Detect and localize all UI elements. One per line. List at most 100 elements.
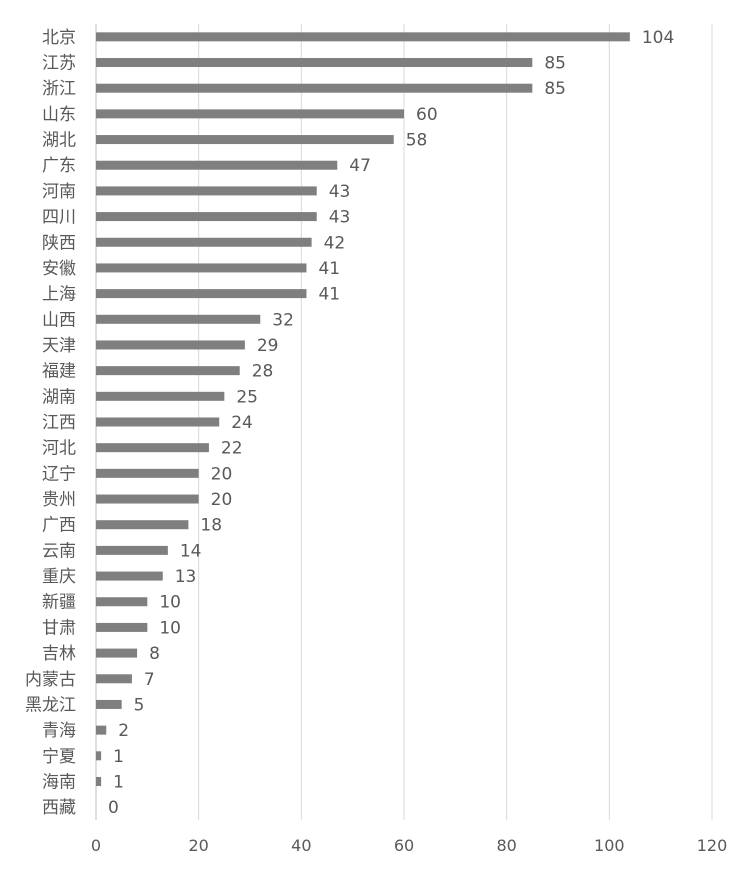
category-label: 黑龙江	[25, 695, 76, 715]
category-label: 山西	[42, 310, 76, 330]
category-label: 辽宁	[42, 464, 76, 484]
data-label: 22	[221, 439, 243, 459]
data-label: 18	[200, 516, 222, 536]
bar	[96, 83, 533, 93]
bar	[96, 391, 225, 401]
gridlines	[198, 24, 713, 820]
category-label: 湖南	[42, 387, 76, 407]
x-axis-tick-labels: 0 20 40 60 80 100 120	[91, 836, 727, 855]
bar	[96, 109, 404, 119]
category-label: 贵州	[42, 490, 76, 510]
x-tick-label: 20	[188, 836, 208, 855]
data-label: 1	[113, 747, 124, 767]
data-label: 20	[211, 464, 233, 484]
category-label: 河北	[42, 439, 76, 459]
bar	[96, 725, 107, 735]
bar	[96, 494, 199, 504]
x-tick-label: 40	[291, 836, 311, 855]
data-label: 5	[134, 695, 145, 715]
data-label: 85	[544, 54, 566, 74]
data-label: 1	[113, 772, 124, 792]
data-label: 7	[144, 670, 155, 690]
bar	[96, 212, 317, 222]
category-label: 广西	[42, 516, 76, 536]
category-label: 四川	[42, 208, 76, 228]
bar	[96, 751, 102, 761]
category-label: 湖北	[42, 131, 76, 151]
data-label: 41	[318, 259, 340, 279]
category-label: 山东	[42, 105, 76, 125]
bar	[96, 776, 102, 786]
category-label: 宁夏	[42, 747, 76, 767]
bar	[96, 571, 163, 581]
bar	[96, 135, 394, 145]
bars	[96, 32, 630, 786]
data-label: 10	[159, 618, 181, 638]
category-label: 上海	[42, 285, 76, 305]
bar	[96, 237, 312, 247]
data-label: 20	[211, 490, 233, 510]
data-label: 28	[252, 362, 274, 382]
data-label: 14	[180, 541, 202, 561]
bar	[96, 648, 138, 658]
category-label: 吉林	[42, 644, 76, 664]
category-label: 内蒙古	[25, 670, 76, 690]
bar	[96, 32, 630, 42]
data-label: 29	[257, 336, 279, 356]
bar	[96, 545, 168, 555]
bar	[96, 417, 220, 427]
category-labels: 北京江苏浙江山东湖北广东河南四川陕西安徽上海山西天津福建湖南江西河北辽宁贵州广西…	[25, 28, 76, 818]
bar	[96, 263, 307, 273]
data-labels: 1048585605847434342414132292825242220201…	[108, 28, 674, 818]
data-label: 43	[329, 208, 351, 228]
category-label: 西藏	[42, 798, 76, 818]
x-tick-label: 0	[91, 836, 101, 855]
category-label: 青海	[42, 721, 76, 741]
category-label: 陕西	[42, 233, 76, 253]
bar	[96, 340, 245, 350]
category-label: 天津	[42, 336, 76, 356]
data-label: 25	[236, 387, 258, 407]
bar	[96, 622, 148, 632]
category-label: 江苏	[42, 54, 76, 74]
bar	[96, 443, 209, 453]
x-tick-label: 80	[496, 836, 516, 855]
data-label: 24	[231, 413, 253, 433]
data-label: 42	[324, 233, 346, 253]
x-tick-label: 60	[394, 836, 414, 855]
data-label: 60	[416, 105, 438, 125]
category-label: 新疆	[42, 593, 76, 613]
category-label: 浙江	[42, 79, 76, 99]
category-label: 河南	[42, 182, 76, 202]
category-label: 福建	[42, 362, 76, 382]
data-label: 8	[149, 644, 160, 664]
x-tick-label: 120	[697, 836, 728, 855]
category-label: 广东	[42, 156, 76, 176]
data-label: 47	[349, 156, 371, 176]
data-label: 43	[329, 182, 351, 202]
data-label: 10	[159, 593, 181, 613]
bar	[96, 289, 307, 299]
bar	[96, 597, 148, 607]
bar	[96, 186, 317, 196]
category-label: 甘肃	[42, 618, 76, 638]
data-label: 58	[406, 131, 428, 151]
category-label: 安徽	[42, 259, 76, 279]
category-label: 云南	[42, 541, 76, 561]
x-tick-label: 100	[594, 836, 625, 855]
bar	[96, 314, 261, 324]
category-label: 重庆	[42, 567, 76, 587]
data-label: 85	[544, 79, 566, 99]
data-label: 2	[118, 721, 129, 741]
category-label: 江西	[42, 413, 76, 433]
bar	[96, 468, 199, 478]
bar	[96, 699, 122, 709]
data-label: 104	[642, 28, 674, 48]
category-label: 北京	[42, 28, 76, 48]
bar	[96, 160, 338, 170]
bar	[96, 520, 189, 530]
bar	[96, 58, 533, 68]
data-label: 32	[272, 310, 294, 330]
